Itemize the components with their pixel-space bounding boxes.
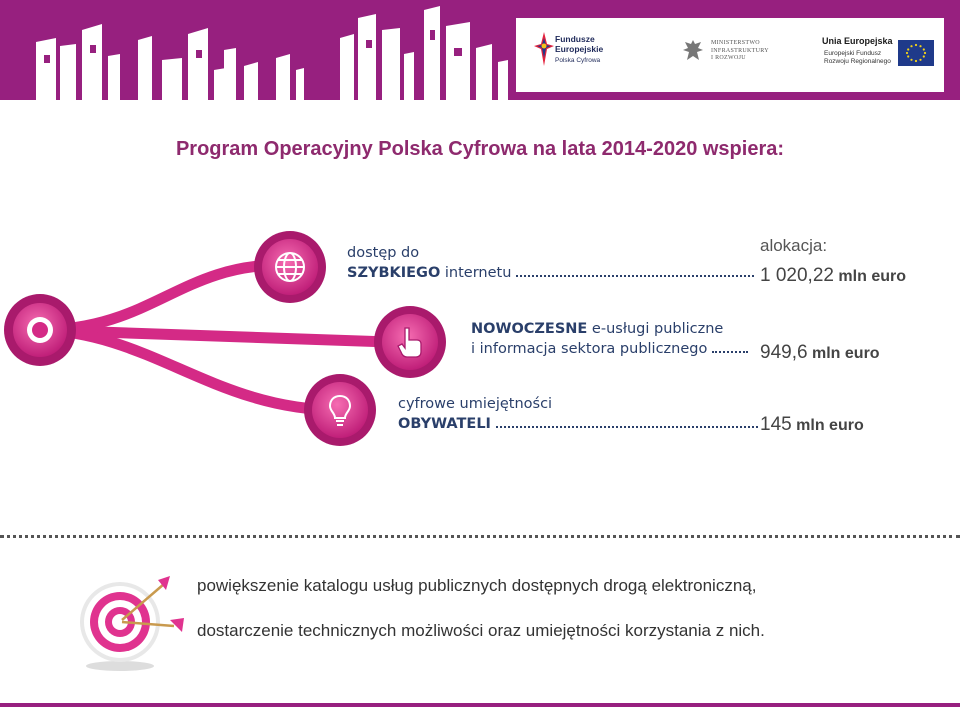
globe-icon (275, 252, 305, 282)
axis-2-keyword: NOWOCZESNE (471, 321, 588, 337)
axis-3-leader-dots (495, 414, 758, 428)
footer-bar (0, 703, 960, 707)
axis-2-amount: 949,6 mln euro (760, 342, 880, 363)
axis-2-leader-dots (711, 339, 748, 353)
axis-2-line2: i informacja sektora publicznego (471, 341, 708, 357)
axis-3-line1: cyfrowe umiejętności (398, 396, 553, 412)
ministry-logo: MINISTERSTWO INFRASTRUKTURY I ROZWOJU (681, 38, 791, 68)
axis-1-line1: dostęp do (347, 245, 420, 261)
eagle-emblem-icon (683, 40, 703, 60)
lightbulb-icon (328, 394, 352, 426)
pointer-hand-icon (397, 327, 422, 358)
axis-1-line2: internetu (440, 265, 512, 281)
axis-1-keyword: SZYBKIEGO (347, 265, 441, 281)
axis-2-text: NOWOCZESNE e-usługi publiczne i informac… (471, 320, 748, 359)
axis-2-line1: e-usługi publiczne (587, 321, 724, 337)
axis-3-text: cyfrowe umiejętności OBYWATELI (398, 395, 758, 434)
fundusze-europejskie-logo: Fundusze Europejskie Polska Cyfrowa (534, 32, 614, 72)
allocation-label: alokacja: (760, 236, 828, 255)
fe-star-icon (534, 32, 554, 66)
funding-logos-box: Fundusze Europejskie Polska Cyfrowa MINIS… (516, 18, 944, 92)
branch-tree-graphic (4, 231, 446, 446)
goal-2: dostarczenie technicznych możliwości ora… (197, 621, 765, 640)
axis-1-text: dostęp do SZYBKIEGO internetu (347, 244, 755, 283)
section-divider (0, 535, 960, 538)
skyline-decoration (36, 6, 508, 100)
eu-logo: Unia Europejska Europejski Fundusz Rozwoj… (816, 34, 936, 74)
axis-1-leader-dots (516, 263, 755, 277)
axis-3-amount: 145 mln euro (760, 414, 864, 435)
axis-1-amount: 1 020,22 mln euro (760, 265, 906, 286)
axis-3-keyword: OBYWATELI (398, 416, 491, 432)
eu-flag-icon (898, 40, 934, 66)
goal-1: powiększenie katalogu usług publicznych … (197, 576, 757, 595)
target-icon (80, 576, 184, 671)
header-banner: Fundusze Europejskie Polska Cyfrowa MINIS… (0, 0, 960, 100)
page-title: Program Operacyjny Polska Cyfrowa na lat… (175, 138, 785, 160)
